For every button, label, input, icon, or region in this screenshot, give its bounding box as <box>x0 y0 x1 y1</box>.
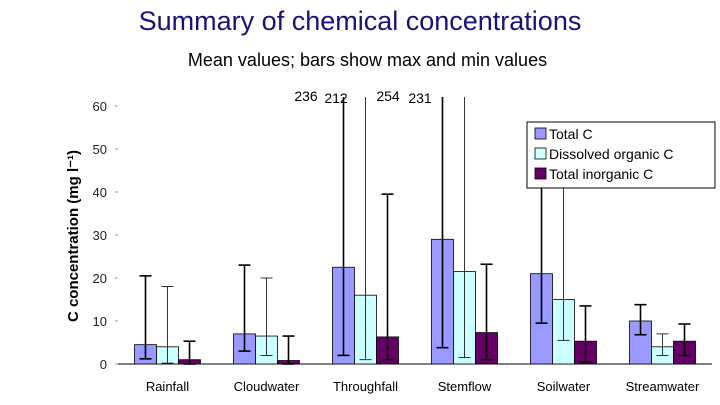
offscale-max-label: 231 <box>408 90 432 106</box>
x-tick-label: Throughfall <box>333 379 398 394</box>
offscale-max-label: 254 <box>376 88 400 104</box>
y-tick-label: 50 <box>93 142 107 157</box>
y-tick-label: 40 <box>93 185 107 200</box>
legend-swatch <box>534 127 547 140</box>
legend-box <box>526 121 716 189</box>
offscale-max-label: 212 <box>324 90 348 106</box>
legend-label: Dissolved organic C <box>549 146 674 162</box>
legend-label: Total C <box>549 126 593 142</box>
chart-title: Summary of chemical concentrations <box>138 6 582 36</box>
y-tick-label: 0 <box>100 357 107 372</box>
y-tick-label: 60 <box>93 99 107 114</box>
y-tick-label: 20 <box>93 271 107 286</box>
y-tick-label: 10 <box>93 314 107 329</box>
legend-label: Total inorganic C <box>549 166 653 182</box>
offscale-max-label: 236 <box>294 88 318 104</box>
legend-swatch <box>534 167 547 180</box>
x-tick-label: Cloudwater <box>234 379 300 394</box>
y-tick-label: 30 <box>93 228 107 243</box>
x-tick-label: Soilwater <box>537 379 591 394</box>
chart-subtitle: Mean values; bars show max and min value… <box>187 50 548 70</box>
x-tick-label: Stemflow <box>438 379 492 394</box>
legend-swatch <box>534 147 547 160</box>
y-axis-label: C concentration (mg l⁻¹) <box>65 150 82 322</box>
x-tick-label: Streamwater <box>626 379 700 394</box>
x-tick-label: Rainfall <box>146 379 189 394</box>
